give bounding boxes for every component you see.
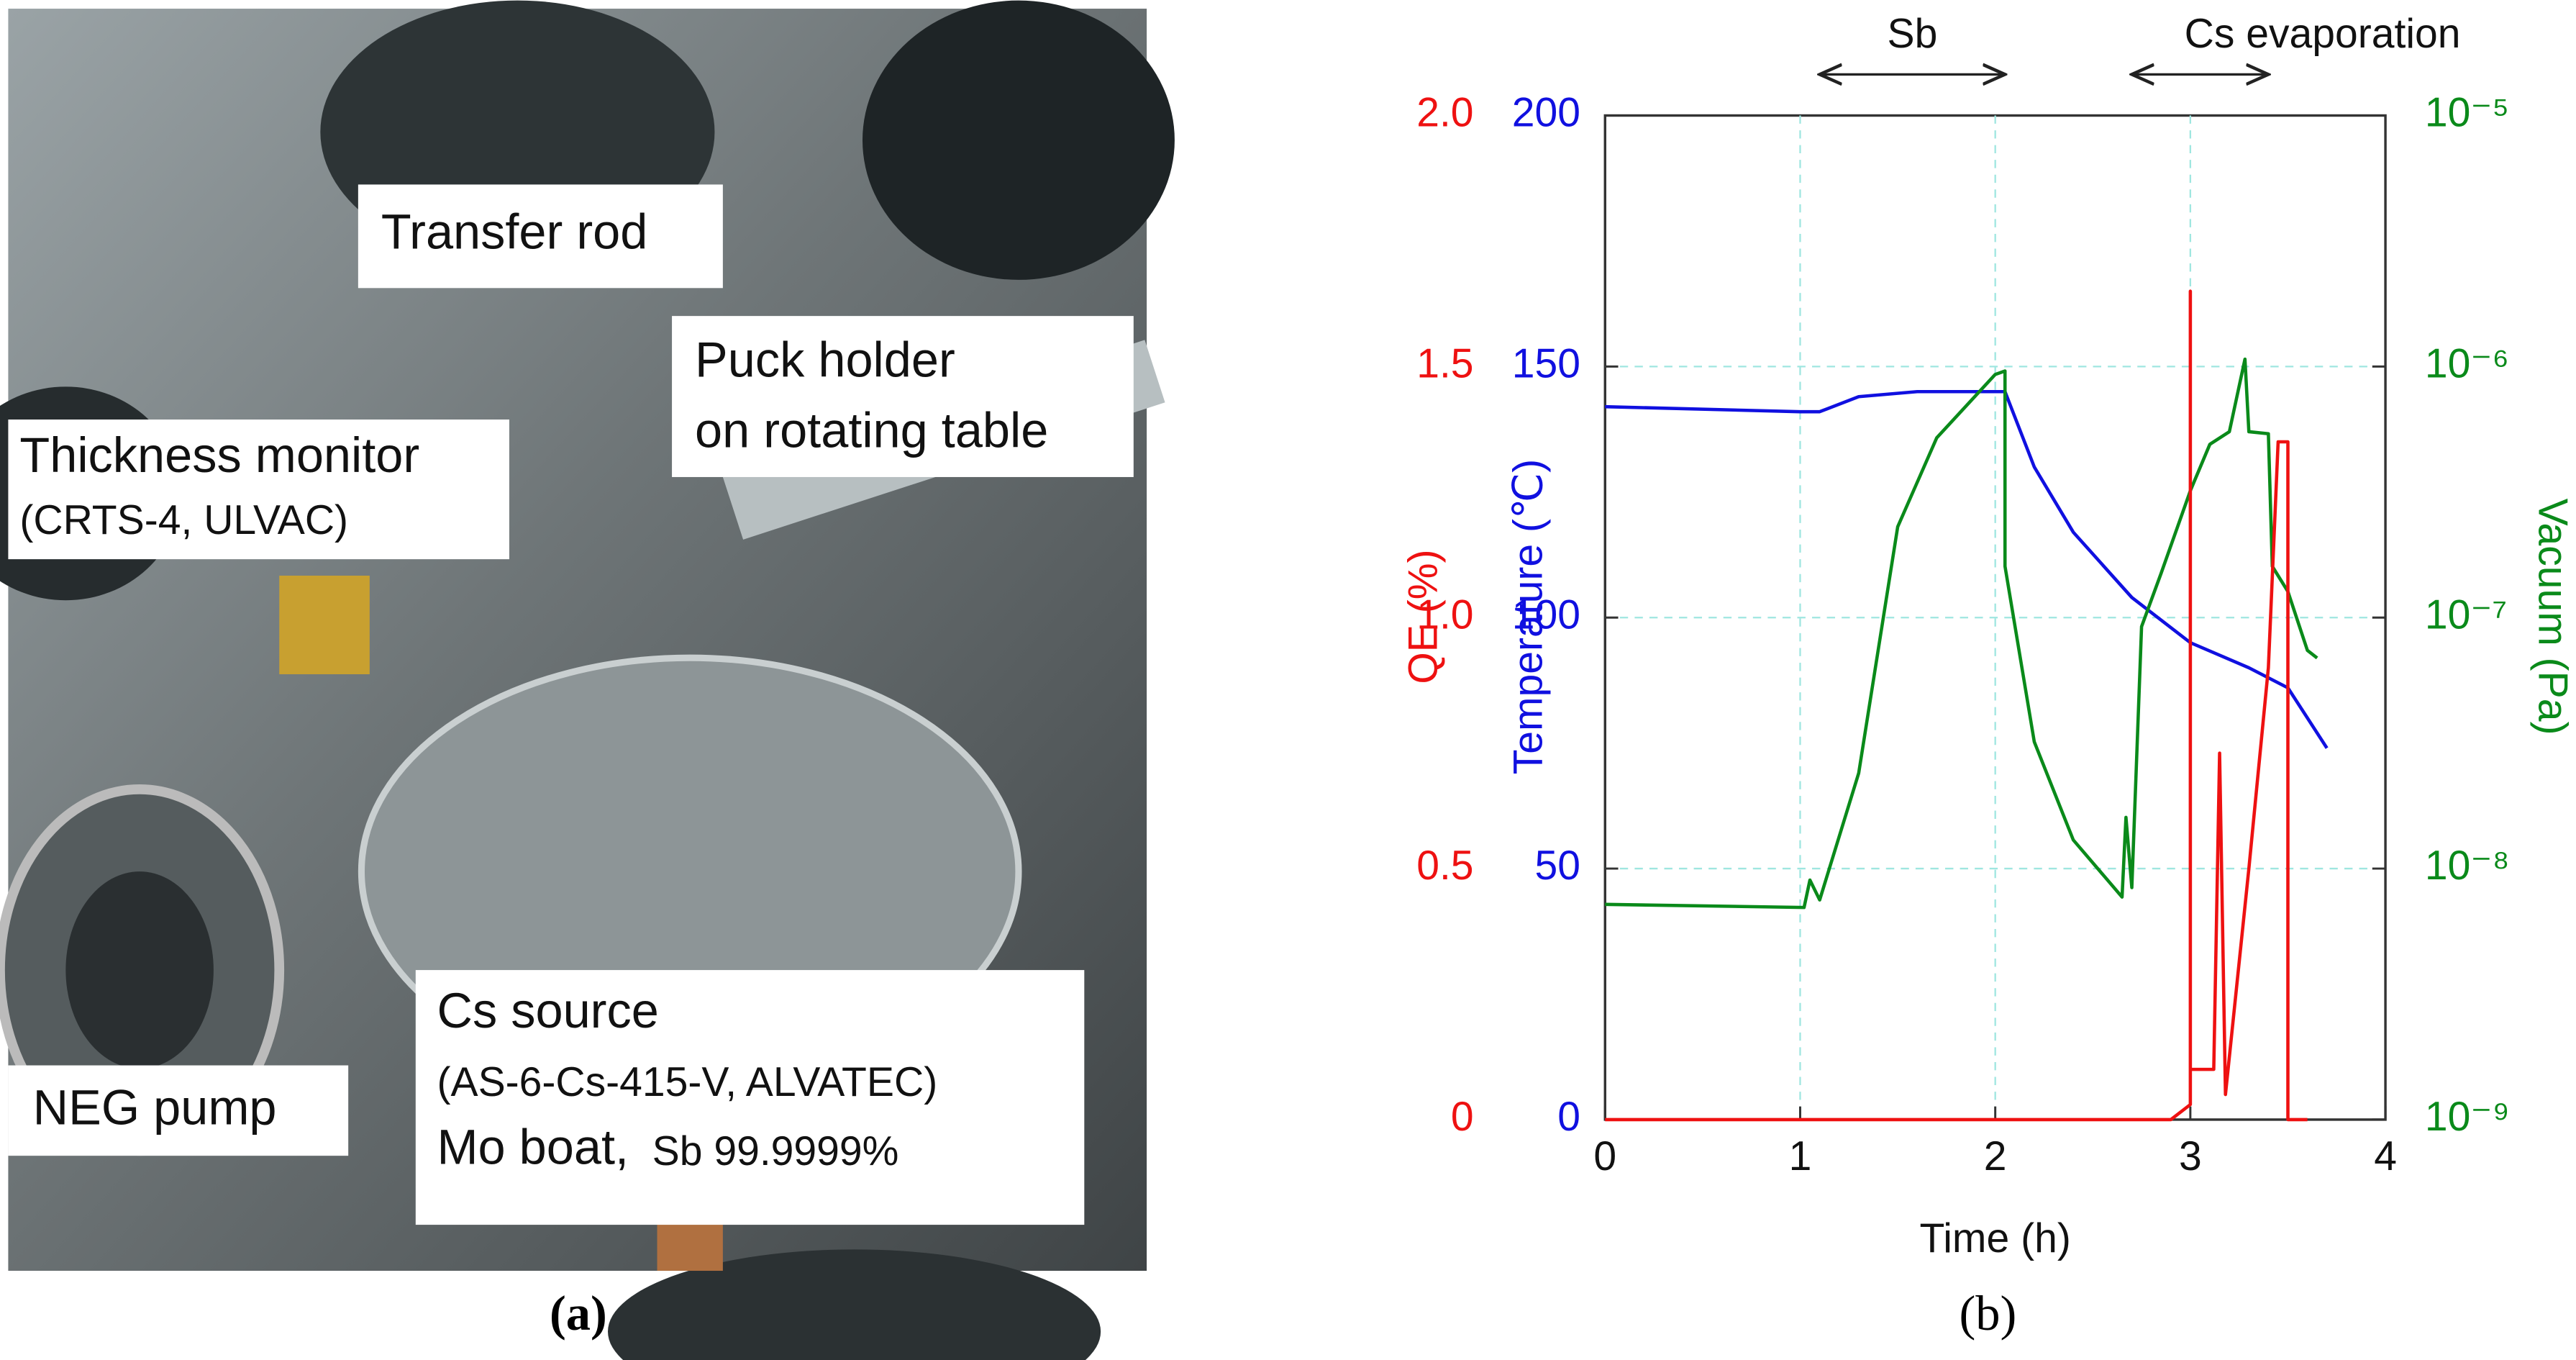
photo-label: (CRTS-4, ULVAC) — [19, 497, 348, 543]
y2-tick-label: 10⁻⁷ — [2425, 591, 2507, 638]
photo-label: on rotating table — [695, 403, 1048, 458]
y3-tick-label: 50 — [1535, 843, 1581, 889]
y3-tick-label: 100 — [1512, 591, 1580, 638]
y2-axis-title: Vacuum (Pa) — [2529, 499, 2575, 735]
photo-label: Cs source — [437, 983, 658, 1038]
x-axis-title: Time (h) — [1920, 1215, 2071, 1261]
series-line — [1605, 389, 2329, 749]
y-tick-label: 1.5 — [1416, 340, 1473, 386]
x-tick-label: 2 — [1984, 1133, 2007, 1179]
y3-axis-title: Temperature (℃) — [1506, 459, 1552, 774]
y-tick-label: 1.0 — [1416, 591, 1473, 638]
x-tick-label: 4 — [2374, 1133, 2397, 1179]
caption: (b) — [1959, 1286, 2016, 1341]
y-tick-label: 0 — [1451, 1094, 1474, 1140]
series-line — [1605, 357, 2318, 910]
series-line — [1605, 289, 2308, 1122]
y-tick-label: 0.5 — [1416, 843, 1473, 889]
x-tick-label: 3 — [2179, 1133, 2202, 1179]
annotation: Sb — [1888, 11, 1938, 57]
y3-tick-label: 0 — [1557, 1094, 1580, 1140]
photo-label: Mo boat, — [437, 1119, 629, 1174]
y3-tick-label: 150 — [1512, 340, 1580, 386]
y2-tick-label: 10⁻⁹ — [2425, 1094, 2510, 1140]
y2-tick-label: 10⁻⁵ — [2425, 90, 2509, 136]
y2-tick-label: 10⁻⁶ — [2425, 340, 2509, 386]
photo-label: Transfer rod — [381, 204, 648, 259]
photo-label: (AS-6-Cs-415-V, ALVATEC) — [437, 1059, 937, 1105]
x-tick-label: 1 — [1789, 1133, 1812, 1179]
photo-label: Thickness monitor — [19, 427, 419, 483]
y-tick-label: 2.0 — [1416, 90, 1473, 136]
annotation: Cs evaporation — [2185, 11, 2461, 57]
photo-label: Puck holder — [695, 332, 955, 387]
y3-tick-label: 200 — [1512, 90, 1580, 136]
y-axis-title: QE (%) — [1400, 550, 1446, 684]
photo-label: Sb 99.9999% — [652, 1128, 899, 1174]
caption: (a) — [550, 1286, 607, 1341]
x-tick-label: 0 — [1593, 1133, 1616, 1179]
photo-labels: Transfer rod Puck holder on rotating tab… — [8, 184, 1134, 1225]
photo-label: NEG pump — [33, 1080, 277, 1135]
y2-tick-label: 10⁻⁸ — [2425, 843, 2510, 889]
